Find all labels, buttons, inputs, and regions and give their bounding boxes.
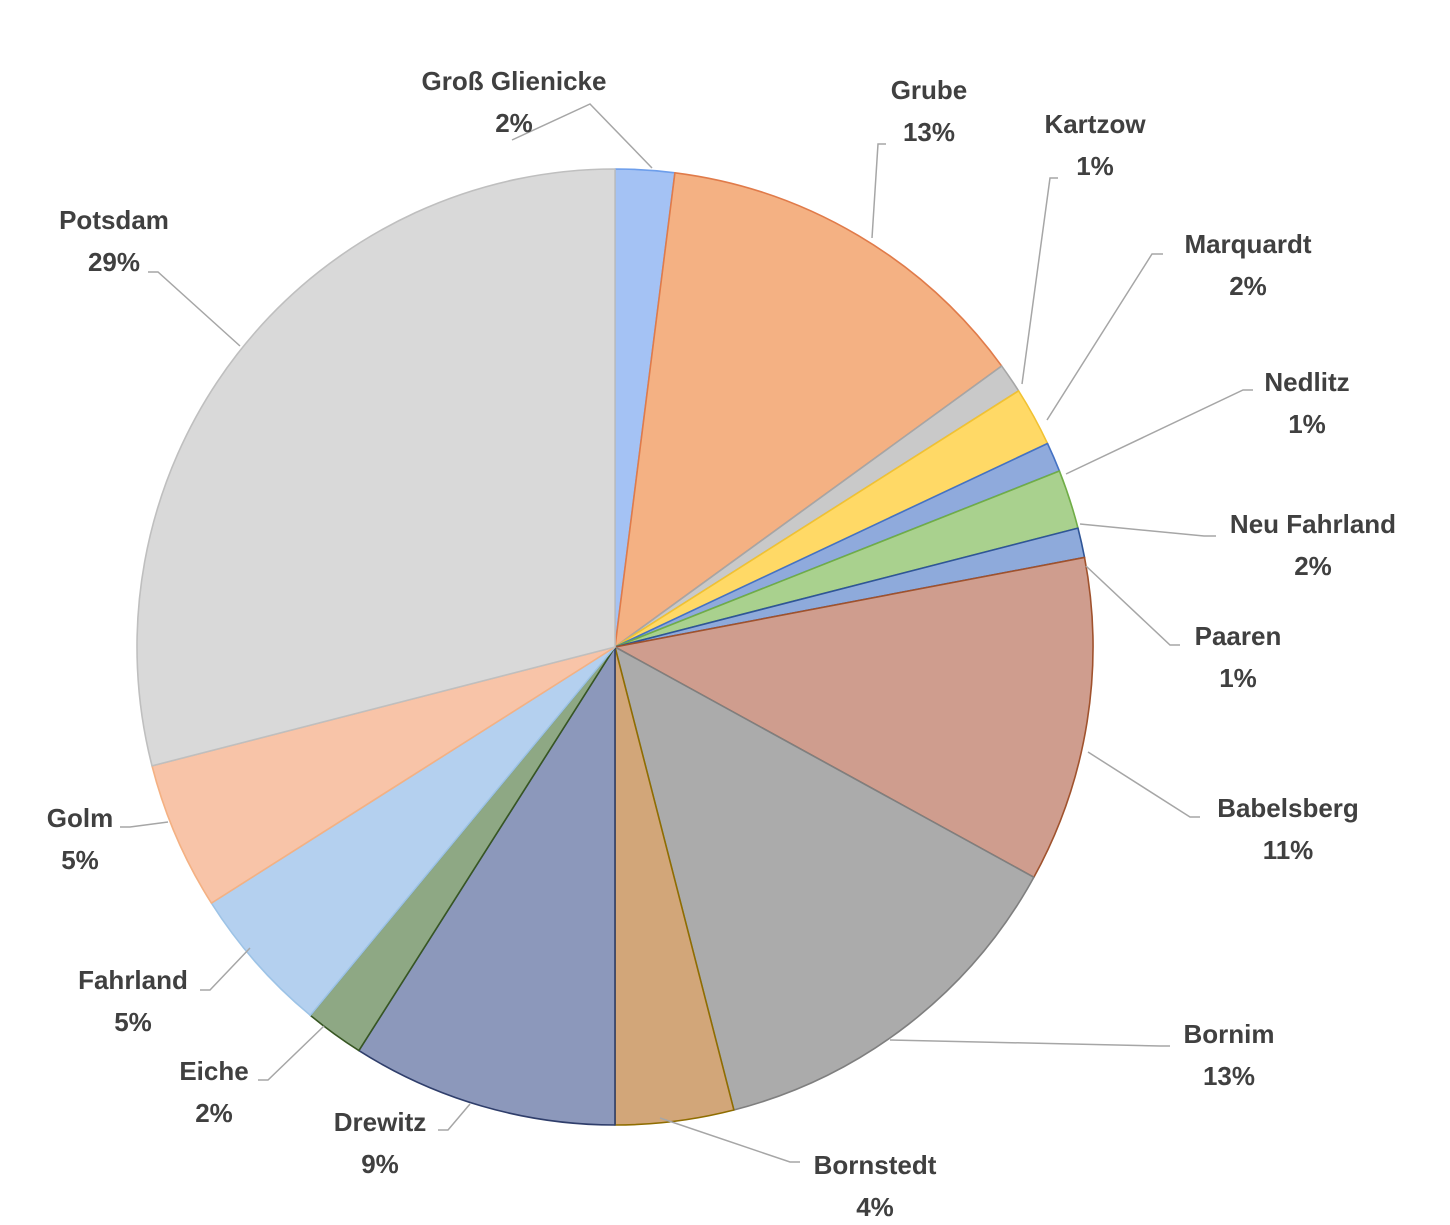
leader-line-gross-glienicke — [511, 103, 653, 169]
slice-percent-bornstedt: 4% — [856, 1192, 894, 1222]
slice-percent-babelsberg: 11% — [1263, 835, 1314, 865]
slice-name-bornim: Bornim — [1184, 1019, 1275, 1049]
slice-percent-gross-glienicke: 2% — [495, 108, 533, 138]
slice-percent-marquardt: 2% — [1229, 271, 1267, 301]
slice-percent-drewitz: 9% — [361, 1149, 399, 1179]
leader-line-bornstedt — [659, 1117, 800, 1163]
slice-name-potsdam: Potsdam — [59, 205, 169, 235]
pie-slice-drewitz — [358, 646, 616, 1126]
leader-lines — [120, 103, 1253, 1163]
leader-line-eiche — [258, 1025, 325, 1081]
pie-slice-bornim — [614, 646, 1035, 1111]
slice-name-paaren: Paaren — [1195, 621, 1282, 651]
slice-name-kartzow: Kartzow — [1044, 109, 1146, 139]
pie-slice-potsdam — [136, 168, 616, 767]
slice-percent-eiche: 2% — [195, 1098, 233, 1128]
slice-name-drewitz: Drewitz — [334, 1107, 426, 1137]
leader-line-drewitz — [438, 1103, 471, 1131]
slice-percent-neu-fahrland: 2% — [1294, 551, 1332, 581]
slice-percent-potsdam: 29% — [88, 247, 140, 277]
slice-percent-golm: 5% — [61, 845, 99, 875]
slice-name-neu-fahrland: Neu Fahrland — [1230, 509, 1396, 539]
leader-line-potsdam — [148, 271, 241, 347]
leader-line-grube — [871, 143, 886, 239]
slice-name-gross-glienicke: Groß Glienicke — [422, 66, 607, 96]
slice-percent-nedlitz: 1% — [1288, 409, 1326, 439]
leader-line-neu-fahrland — [1079, 523, 1216, 537]
pie-slices — [136, 168, 1094, 1126]
leader-line-bornim — [889, 1039, 1170, 1047]
leader-line-marquardt — [1046, 253, 1163, 421]
pie-slice-grube — [614, 171, 1003, 648]
leader-line-babelsberg — [1087, 751, 1200, 818]
slice-name-eiche: Eiche — [179, 1056, 248, 1086]
pie-slice-golm — [151, 646, 616, 904]
slice-percent-kartzow: 1% — [1076, 151, 1114, 181]
leader-line-fahrland — [200, 947, 251, 991]
slice-percent-fahrland: 5% — [114, 1007, 152, 1037]
slice-name-marquardt: Marquardt — [1184, 229, 1311, 259]
pie-slice-fahrland — [210, 646, 616, 1017]
pie-slice-babelsberg — [614, 556, 1094, 879]
slice-name-bornstedt: Bornstedt — [814, 1150, 937, 1180]
slice-name-fahrland: Fahrland — [78, 965, 188, 995]
slice-name-grube: Grube — [891, 75, 968, 105]
leader-line-kartzow — [1021, 177, 1058, 385]
slice-percent-paaren: 1% — [1219, 663, 1257, 693]
slice-percent-bornim: 13% — [1203, 1061, 1255, 1091]
slice-name-golm: Golm — [47, 803, 113, 833]
leader-line-nedlitz — [1065, 389, 1253, 475]
leader-line-paaren — [1085, 565, 1180, 646]
leader-line-golm — [120, 821, 169, 828]
slice-labels: Groß Glienicke 2% Grube 13% Kartzow 1% Marquar… — [47, 66, 1396, 1222]
slice-name-babelsberg: Babelsberg — [1217, 793, 1359, 823]
slice-percent-grube: 13% — [903, 117, 955, 147]
slice-name-nedlitz: Nedlitz — [1264, 367, 1349, 397]
